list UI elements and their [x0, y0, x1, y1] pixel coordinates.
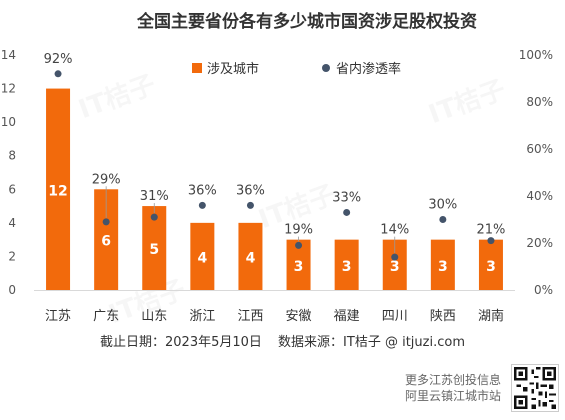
bar-value-label: 3 [342, 259, 352, 275]
left-axis-tick-label: 14 [1, 48, 16, 62]
promo-line-1: 更多江苏创投信息 [404, 373, 501, 387]
point [487, 237, 495, 245]
right-axis-tick-label: 80% [526, 95, 553, 109]
point-value-label: 29% [92, 172, 121, 187]
point [246, 201, 254, 209]
legend-point-swatch [322, 64, 330, 72]
left-axis-tick-label: 10 [1, 115, 16, 129]
bar-value-label: 3 [294, 259, 304, 275]
point [391, 253, 399, 261]
x-axis-tick-label: 湖南 [478, 308, 504, 324]
point [54, 70, 62, 78]
left-axis-tick-label: 6 [8, 182, 16, 196]
watermark-text: IT桔子 [425, 75, 510, 130]
right-axis-tick-label: 60% [526, 142, 553, 156]
left-axis-tick-label: 0 [8, 283, 16, 297]
x-axis-tick-label: 安徽 [286, 309, 312, 324]
left-y-axis: 0 2 4 6 8 10 12 14 [1, 48, 16, 297]
left-axis-tick-label: 2 [8, 249, 16, 263]
bar-value-label: 5 [149, 242, 159, 258]
bar [334, 239, 359, 290]
point [295, 241, 303, 249]
point-value-label: 14% [380, 223, 409, 238]
legend-bar-swatch [192, 63, 202, 73]
left-axis-tick-label: 12 [1, 82, 16, 96]
point-value-label: 36% [188, 183, 217, 198]
qr-code-image [511, 364, 559, 412]
point [439, 216, 447, 223]
point [150, 213, 158, 221]
point-value-label: 30% [428, 198, 457, 213]
legend-bar-label: 涉及城市 [207, 61, 259, 77]
footer-source: 数据来源：IT桔子 @ itjuzi.com [278, 335, 465, 350]
x-axis-tick-label: 浙江 [189, 309, 215, 324]
point-value-label: 36% [236, 183, 265, 198]
x-axis-tick-label: 江西 [237, 309, 263, 324]
bar-series: 12 6 5 4 4 3 3 3 3 3 [46, 88, 503, 290]
point-value-label: 19% [284, 223, 313, 238]
point-value-label: 33% [332, 190, 361, 205]
right-axis-tick-label: 20% [526, 236, 553, 250]
x-axis-tick-label: 江苏 [45, 308, 71, 324]
bar-value-label: 3 [390, 259, 400, 275]
right-y-axis: 0% 20% 40% 60% 80% 100% [519, 48, 553, 297]
right-axis-tick-label: 0% [534, 283, 553, 297]
bar [430, 239, 455, 290]
x-axis-tick-label: 福建 [334, 309, 360, 324]
footer-note: 截止日期：2023年5月10日 数据来源：IT桔子 @ itjuzi.com [0, 331, 565, 350]
x-axis-tick-label: 陕西 [430, 309, 456, 324]
scatter-series: 92% 29% 31% 36% 36% 19% 33% 14% 30% 21% [44, 52, 505, 261]
left-axis-tick-label: 8 [8, 149, 16, 163]
bar-value-label: 3 [438, 259, 448, 275]
bar-value-label: 12 [48, 183, 67, 199]
point [343, 208, 351, 216]
promo-line-2: 阿里云镇江城市站 [404, 389, 501, 403]
point [198, 201, 206, 209]
bar-value-label: 4 [246, 250, 256, 266]
x-axis: 江苏 广东 山东 浙江 江西 安徽 福建 四川 陕西 湖南 [34, 290, 515, 324]
x-axis-tick-label: 山东 [141, 309, 167, 324]
promo-text: 更多江苏创投信息 阿里云镇江城市站 [405, 372, 501, 404]
legend-point-label: 省内渗透率 [336, 61, 401, 77]
chart-title: 全国主要省份各有多少城市国资涉足股权投资 [136, 11, 477, 32]
right-axis-tick-label: 40% [526, 189, 553, 203]
left-axis-tick-label: 4 [8, 216, 16, 230]
point-value-label: 31% [140, 189, 169, 204]
bar [478, 239, 503, 290]
point-value-label: 92% [44, 52, 73, 67]
point [102, 218, 110, 226]
point-value-label: 21% [476, 223, 505, 238]
bar-value-label: 3 [486, 259, 496, 275]
bar [46, 88, 71, 290]
x-axis-tick-label: 四川 [382, 309, 408, 324]
bar [190, 222, 215, 290]
legend: 涉及城市 省内渗透率 [192, 61, 401, 77]
bar-value-label: 4 [197, 250, 207, 266]
watermark-text: IT桔子 [75, 70, 160, 125]
right-axis-tick-label: 100% [519, 48, 553, 62]
footer-date: 截止日期：2023年5月10日 [100, 335, 262, 350]
x-axis-tick-label: 广东 [93, 309, 119, 324]
bar [238, 222, 263, 290]
bar-value-label: 6 [101, 234, 111, 250]
